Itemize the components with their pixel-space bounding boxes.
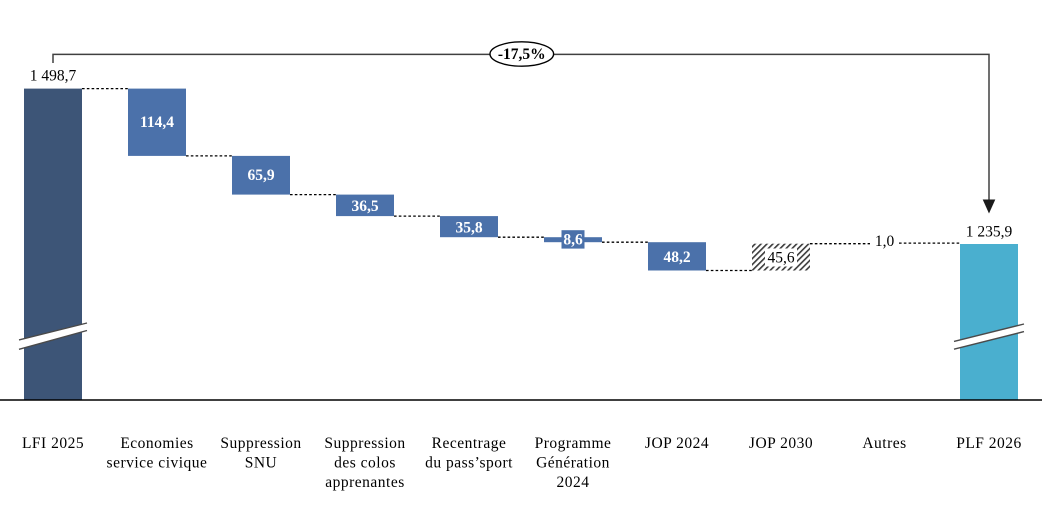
svg-text:PLF 2026: PLF 2026: [956, 435, 1022, 452]
svg-text:JOP 2024: JOP 2024: [645, 435, 709, 452]
svg-text:Economies: Economies: [120, 435, 193, 452]
svg-text:1,0: 1,0: [875, 233, 895, 250]
svg-text:des colos: des colos: [334, 455, 396, 472]
svg-text:Suppression: Suppression: [220, 435, 301, 452]
svg-text:Génération: Génération: [536, 455, 610, 472]
svg-text:Recentrage: Recentrage: [432, 435, 507, 452]
svg-text:35,8: 35,8: [455, 220, 482, 237]
svg-text:-17,5%: -17,5%: [498, 46, 546, 63]
svg-text:service civique: service civique: [107, 455, 208, 472]
svg-text:Programme: Programme: [535, 435, 612, 452]
svg-text:8,6: 8,6: [563, 232, 583, 249]
svg-text:114,4: 114,4: [140, 114, 174, 131]
svg-text:SNU: SNU: [245, 455, 278, 472]
svg-text:45,6: 45,6: [767, 250, 794, 267]
svg-text:2024: 2024: [557, 474, 590, 491]
svg-text:36,5: 36,5: [351, 198, 378, 215]
svg-text:1 235,9: 1 235,9: [966, 224, 1013, 241]
svg-text:1 498,7: 1 498,7: [30, 68, 77, 85]
svg-text:Autres: Autres: [862, 435, 906, 452]
svg-text:apprenantes: apprenantes: [325, 474, 405, 491]
svg-text:LFI 2025: LFI 2025: [22, 435, 84, 452]
svg-text:48,2: 48,2: [663, 249, 690, 266]
svg-text:65,9: 65,9: [247, 167, 274, 184]
svg-text:JOP 2030: JOP 2030: [749, 435, 813, 452]
svg-text:du pass’sport: du pass’sport: [425, 455, 513, 472]
svg-text:Suppression: Suppression: [324, 435, 405, 452]
